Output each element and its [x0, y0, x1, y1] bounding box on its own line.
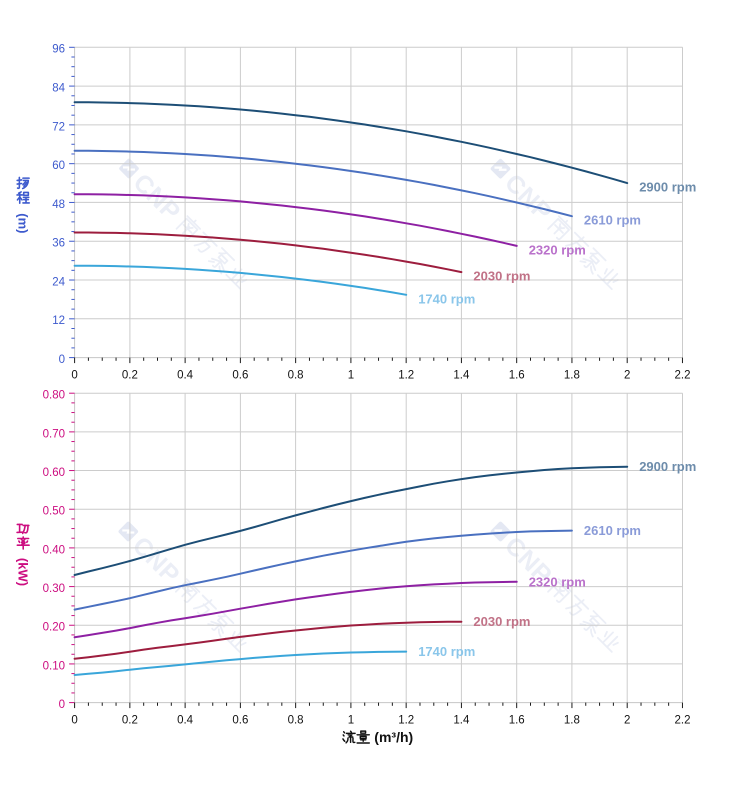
svg-text:0: 0: [59, 354, 65, 366]
svg-text:2: 2: [624, 370, 630, 382]
svg-text:2.2: 2.2: [675, 370, 691, 382]
svg-text:48: 48: [52, 199, 65, 211]
svg-text:2320 rpm: 2320 rpm: [529, 242, 586, 257]
svg-text:1: 1: [348, 715, 354, 727]
svg-text:0.8: 0.8: [288, 370, 304, 382]
svg-text:2610 rpm: 2610 rpm: [584, 523, 641, 538]
svg-text:2900 rpm: 2900 rpm: [639, 459, 696, 474]
svg-text:2030 rpm: 2030 rpm: [473, 269, 530, 284]
svg-text:0: 0: [71, 370, 77, 382]
svg-text:72: 72: [52, 121, 65, 133]
svg-text:0: 0: [59, 699, 65, 711]
svg-text:84: 84: [52, 83, 65, 95]
svg-text:1.2: 1.2: [398, 370, 414, 382]
svg-text:96: 96: [52, 44, 65, 56]
svg-text:0.40: 0.40: [43, 544, 65, 556]
svg-text:60: 60: [52, 160, 65, 172]
svg-text:12: 12: [52, 315, 65, 327]
svg-text:1.4: 1.4: [453, 715, 470, 727]
svg-text:36: 36: [52, 238, 65, 250]
svg-text:0.50: 0.50: [43, 506, 65, 518]
svg-text:0.70: 0.70: [43, 428, 65, 440]
svg-text:(kW): (kW): [16, 558, 31, 586]
svg-text:1.6: 1.6: [509, 370, 525, 382]
svg-text:2.2: 2.2: [675, 715, 691, 727]
svg-text:(m³/h): (m³/h): [374, 729, 413, 745]
svg-text:1.8: 1.8: [564, 715, 580, 727]
svg-text:2610 rpm: 2610 rpm: [584, 213, 641, 228]
svg-text:0.20: 0.20: [43, 622, 65, 634]
svg-text:0.30: 0.30: [43, 583, 65, 595]
svg-text:2320 rpm: 2320 rpm: [529, 574, 586, 589]
svg-text:(m): (m): [16, 213, 31, 233]
svg-text:0.60: 0.60: [43, 467, 65, 479]
svg-text:0.6: 0.6: [232, 370, 248, 382]
svg-text:0.80: 0.80: [43, 390, 65, 402]
svg-text:0.4: 0.4: [177, 715, 194, 727]
svg-text:0.6: 0.6: [232, 715, 248, 727]
svg-text:2900 rpm: 2900 rpm: [639, 180, 696, 195]
svg-text:0.4: 0.4: [177, 370, 194, 382]
svg-text:1.4: 1.4: [453, 370, 470, 382]
svg-text:24: 24: [52, 276, 65, 288]
svg-text:0: 0: [71, 715, 77, 727]
svg-text:1.6: 1.6: [509, 715, 525, 727]
svg-text:1740 rpm: 1740 rpm: [418, 291, 475, 306]
svg-text:2030 rpm: 2030 rpm: [473, 614, 530, 629]
svg-text:0.2: 0.2: [122, 715, 138, 727]
svg-text:1: 1: [348, 370, 354, 382]
svg-text:0.2: 0.2: [122, 370, 138, 382]
svg-text:1.2: 1.2: [398, 715, 414, 727]
svg-text:0.10: 0.10: [43, 660, 65, 672]
svg-text:2: 2: [624, 715, 630, 727]
svg-text:0.8: 0.8: [288, 715, 304, 727]
svg-text:1740 rpm: 1740 rpm: [418, 644, 475, 659]
svg-text:1.8: 1.8: [564, 370, 580, 382]
